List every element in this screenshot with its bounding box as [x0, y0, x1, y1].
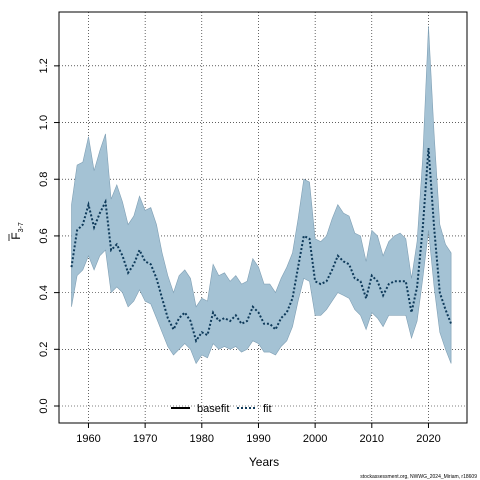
credit-text: stockassessment.org, NWWG_2024_Miriam, r… [360, 474, 477, 480]
y-tick-label: 0.2 [38, 342, 50, 357]
y-tick-label: 0.4 [38, 285, 50, 300]
y-axis-title-main: F [9, 232, 23, 239]
y-tick-label: 0.6 [38, 228, 50, 243]
y-tick-label: 0.0 [38, 398, 50, 413]
x-tick-label: 2000 [303, 433, 327, 445]
x-tick-label: 2010 [360, 433, 384, 445]
svg-text:F3-7: F3-7 [9, 222, 25, 240]
x-tick-label: 1980 [190, 433, 214, 445]
x-axis: 1960 1970 1980 1990 2000 2010 2020 [76, 423, 441, 445]
legend-basefit-label: basefit [197, 403, 229, 415]
x-tick-label: 1990 [246, 433, 270, 445]
y-tick-label: 1.2 [38, 58, 50, 73]
plot-frame [58, 11, 468, 424]
x-tick-label: 1960 [76, 433, 100, 445]
y-axis-title-sub: 3-7 [18, 222, 25, 232]
confidence-band [71, 26, 452, 365]
y-axis: 0.0 0.2 0.4 0.6 0.8 1.0 1.2 [38, 58, 59, 414]
x-axis-title: Years [249, 455, 279, 469]
y-tick-label: 1.0 [38, 115, 50, 130]
x-tick-label: 1970 [133, 433, 157, 445]
legend: basefit fit [171, 403, 272, 415]
legend-fit-label: fit [263, 403, 272, 415]
fit-line [70, 148, 453, 344]
y-axis-title: F3-7 [8, 222, 25, 241]
y-tick-label: 0.8 [38, 172, 50, 187]
x-tick-label: 2020 [416, 433, 440, 445]
